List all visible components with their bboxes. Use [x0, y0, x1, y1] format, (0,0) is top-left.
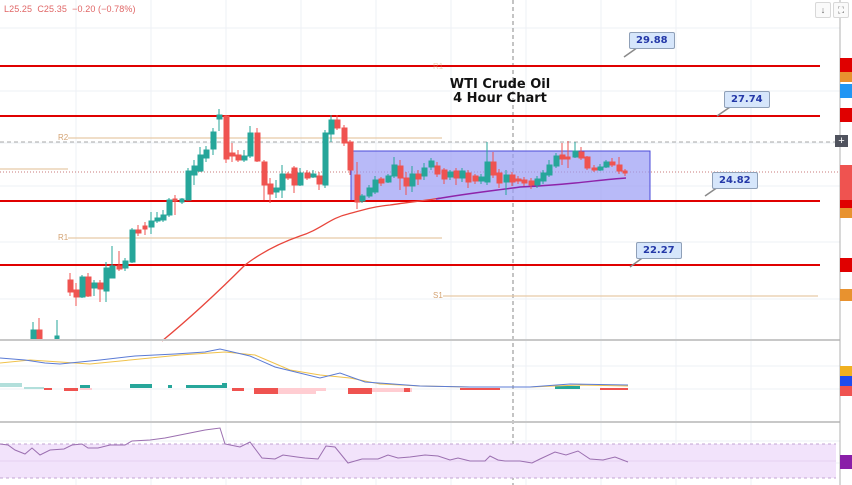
level-callout-24-82[interactable]: 24.82	[712, 172, 758, 189]
ohlc-readout: L25.25 C25.35 −0.20 (−0.78%)	[4, 4, 136, 14]
chart-title-line1: WTI Crude Oil	[449, 77, 551, 92]
macd-line	[0, 348, 629, 388]
level-lines	[0, 65, 820, 266]
arrow-down-icon: ↓	[820, 5, 826, 15]
pivot-label-r1-upper: R1	[433, 62, 444, 71]
price-axis-markers	[840, 58, 852, 469]
chart-title-line2: 4 Hour Chart	[453, 91, 547, 106]
level-callout-29-88[interactable]: 29.88	[629, 32, 675, 49]
macd-histogram	[0, 383, 628, 394]
add-alert-plus-icon[interactable]: +	[835, 135, 848, 147]
candles	[30, 109, 628, 341]
rsi-line	[0, 427, 629, 464]
level-callout-22-27[interactable]: 22.27	[636, 242, 682, 259]
pivot-label-s1: S1	[433, 291, 443, 300]
pivot-label-r2: R2	[58, 133, 69, 142]
pivot-label-r1: R1	[58, 233, 69, 242]
chart-title: WTI Crude Oil 4 Hour Chart	[449, 78, 551, 106]
macd-signal-line	[0, 351, 629, 388]
fullscreen-button[interactable]: ⛶	[833, 2, 849, 18]
ma-fast-line	[161, 197, 441, 342]
level-callout-27-74[interactable]: 27.74	[724, 91, 770, 108]
fullscreen-icon: ⛶	[837, 5, 845, 15]
ma-slow-line	[435, 177, 627, 200]
scroll-down-button[interactable]: ↓	[815, 2, 831, 18]
